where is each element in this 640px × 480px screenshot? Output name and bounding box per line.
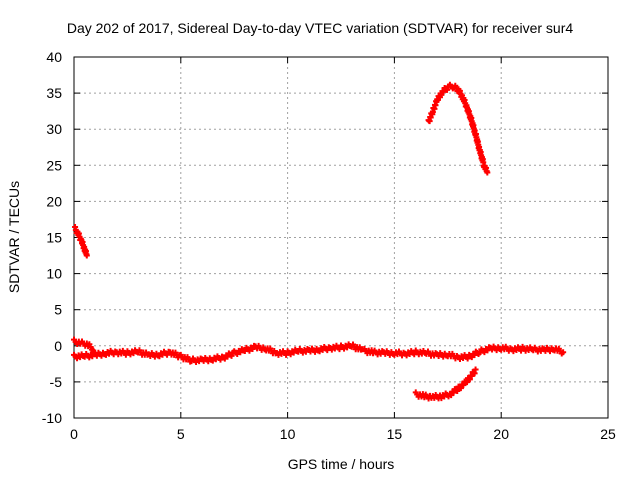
series-arc-high	[425, 81, 491, 176]
data-point	[228, 352, 235, 359]
chart-title: Day 202 of 2017, Sidereal Day-to-day VTE…	[66, 20, 574, 36]
data-point	[472, 366, 479, 373]
x-tick-label: 0	[70, 426, 78, 442]
y-axis-label: SDTVAR / TECUs	[6, 180, 22, 294]
y-tick-label: -5	[50, 374, 63, 390]
data-point	[234, 350, 241, 357]
series-baseline-b	[361, 343, 567, 363]
series	[71, 81, 567, 402]
series-arc-low	[412, 366, 479, 402]
series-arc-early	[72, 224, 90, 259]
data-point	[246, 347, 253, 354]
data-point	[438, 91, 445, 98]
y-tick-label: 20	[46, 193, 62, 209]
axes: 0 5 10 15 20 25 -10 -5 0 5 10 15 20 25 30 35 40	[42, 49, 616, 442]
data-point	[156, 353, 163, 360]
y-tick-label: 10	[46, 266, 62, 282]
data-point	[484, 169, 491, 176]
data-point	[560, 349, 567, 356]
y-tick-label: -10	[42, 410, 62, 426]
y-tick-label: 0	[54, 338, 62, 354]
y-tick-label: 35	[46, 85, 62, 101]
y-tick-label: 15	[46, 230, 62, 246]
data-point	[444, 86, 451, 93]
data-point	[237, 349, 244, 356]
y-tick-label: 30	[46, 121, 62, 137]
data-point	[83, 252, 90, 259]
y-tick-label: 25	[46, 157, 62, 173]
series-baseline-a	[71, 341, 366, 366]
x-tick-label: 5	[177, 426, 185, 442]
data-point	[454, 388, 461, 395]
series-baseline-early	[71, 336, 97, 354]
x-tick-label: 20	[493, 426, 509, 442]
x-tick-label: 15	[387, 426, 403, 442]
grid	[74, 57, 608, 418]
y-tick-label: 40	[46, 49, 62, 65]
data-point	[287, 351, 294, 358]
x-tick-label: 25	[600, 426, 616, 442]
x-axis-label: GPS time / hours	[287, 456, 395, 472]
data-point	[440, 88, 447, 95]
data-point	[90, 347, 97, 354]
y-tick-label: 5	[54, 302, 62, 318]
x-tick-label: 10	[280, 426, 296, 442]
data-point	[481, 349, 488, 356]
